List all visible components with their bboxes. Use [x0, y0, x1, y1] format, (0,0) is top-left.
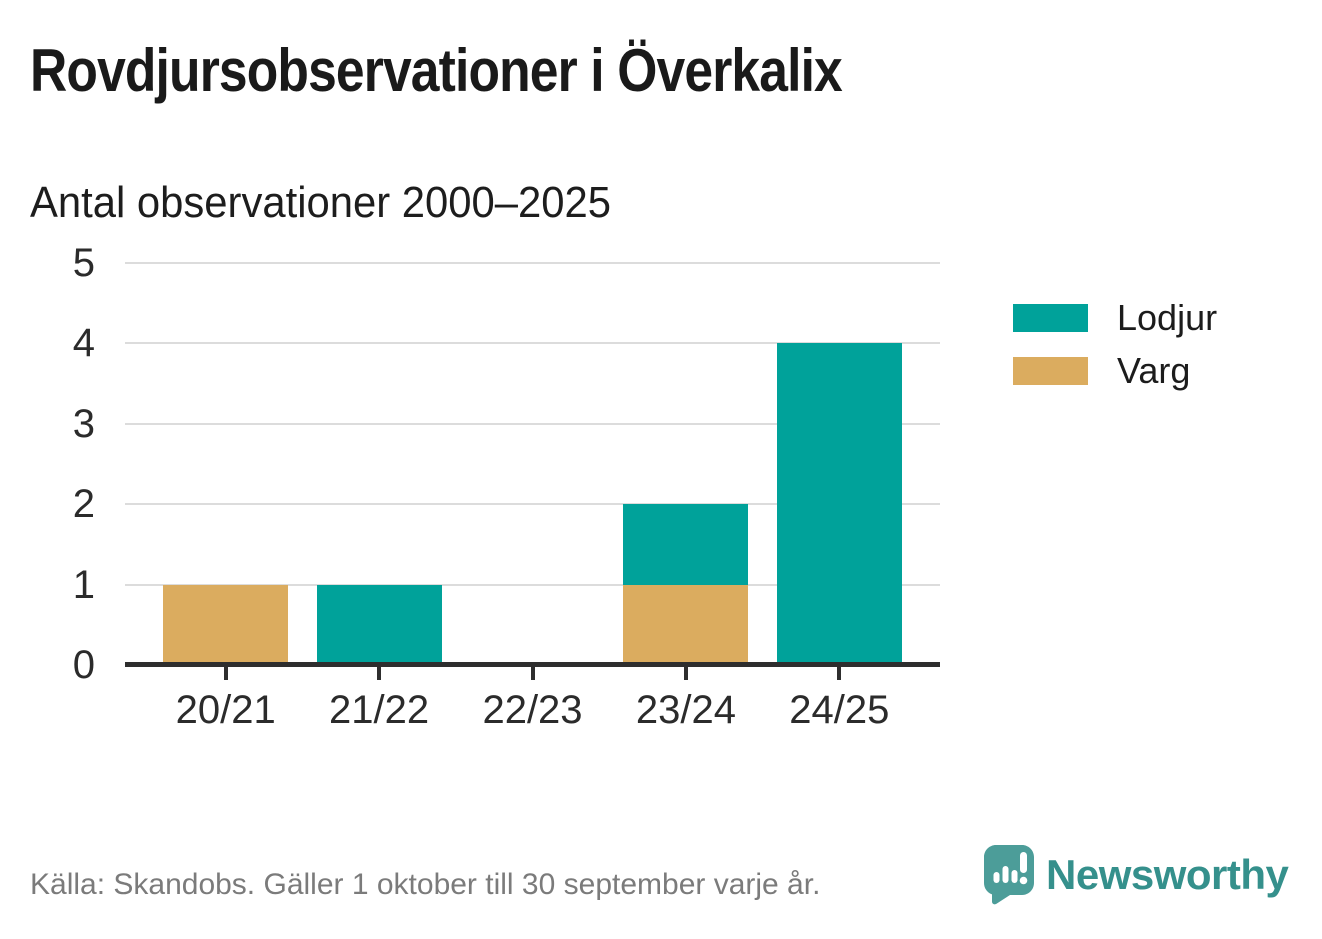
- y-axis-label: 4: [72, 321, 95, 366]
- bar-stack: [623, 504, 749, 665]
- tick-slot: [456, 667, 609, 680]
- x-axis-ticks: [125, 667, 940, 680]
- y-axis-label: 2: [72, 482, 95, 527]
- bar-segment-varg: [623, 584, 749, 665]
- legend-item-varg: Varg: [1013, 350, 1217, 391]
- tick-slot: [609, 667, 762, 680]
- bar-stack: [316, 584, 442, 665]
- bar-segment-varg: [163, 584, 289, 665]
- x-axis-label: 22/23: [482, 688, 583, 732]
- brand-name: Newsworthy: [1046, 851, 1289, 898]
- legend-label-varg: Varg: [1117, 350, 1191, 391]
- y-axis-label: 1: [72, 562, 95, 607]
- gridline: [125, 422, 940, 425]
- axis-tick: [530, 667, 535, 680]
- chart-title: Rovdjursobservationer i Överkalix: [30, 37, 843, 104]
- source-note: Källa: Skandobs. Gäller 1 oktober till 3…: [30, 868, 821, 901]
- gridline: [125, 342, 940, 345]
- axis-tick: [223, 667, 228, 680]
- chart-subtitle: Antal observationer 2000–2025: [30, 178, 611, 227]
- x-axis-label: 21/22: [329, 688, 430, 732]
- bar-stack: [163, 584, 289, 665]
- x-axis-labels: 20/21 21/22 22/23 23/24 24/25: [125, 688, 940, 733]
- tick-slot: [763, 667, 916, 680]
- y-axis-label: 5: [72, 241, 95, 285]
- plot-area: [125, 262, 940, 680]
- legend-item-lodjur: Lodjur: [1013, 297, 1217, 338]
- bar-slot: [609, 263, 762, 665]
- bar-slot: [763, 263, 916, 665]
- y-axis-label: 3: [72, 401, 95, 446]
- bar-slot: [149, 263, 302, 665]
- gridlines: [125, 262, 940, 665]
- tick-slot: [302, 667, 455, 680]
- bar-segment-lodjur: [623, 504, 749, 585]
- gridline: [125, 262, 940, 264]
- x-axis-label: 24/25: [789, 688, 890, 732]
- logo-bubble-icon: [984, 845, 1034, 905]
- legend-swatch-varg: [1013, 357, 1088, 385]
- bars: [125, 263, 940, 665]
- axis-tick: [683, 667, 688, 680]
- gridline: [125, 503, 940, 506]
- x-axis-label: 23/24: [635, 688, 736, 732]
- axis-tick: [837, 667, 842, 680]
- x-axis-label: 20/21: [175, 688, 276, 732]
- bar-segment-lodjur: [776, 343, 902, 665]
- newsworthy-logo: Newsworthy: [984, 845, 1289, 905]
- bar-slot: [302, 263, 455, 665]
- legend-label-lodjur: Lodjur: [1117, 297, 1218, 338]
- bar-slot: [456, 263, 609, 665]
- legend-swatch-lodjur: [1013, 304, 1088, 332]
- legend: Lodjur Varg: [1013, 297, 1217, 391]
- x-axis-line: [125, 662, 940, 667]
- tick-slot: [149, 667, 302, 680]
- gridline: [125, 583, 940, 586]
- y-axis-label: 0: [72, 643, 95, 687]
- bar-stack: [776, 343, 902, 665]
- bar-segment-lodjur: [316, 584, 442, 665]
- axis-tick: [377, 667, 382, 680]
